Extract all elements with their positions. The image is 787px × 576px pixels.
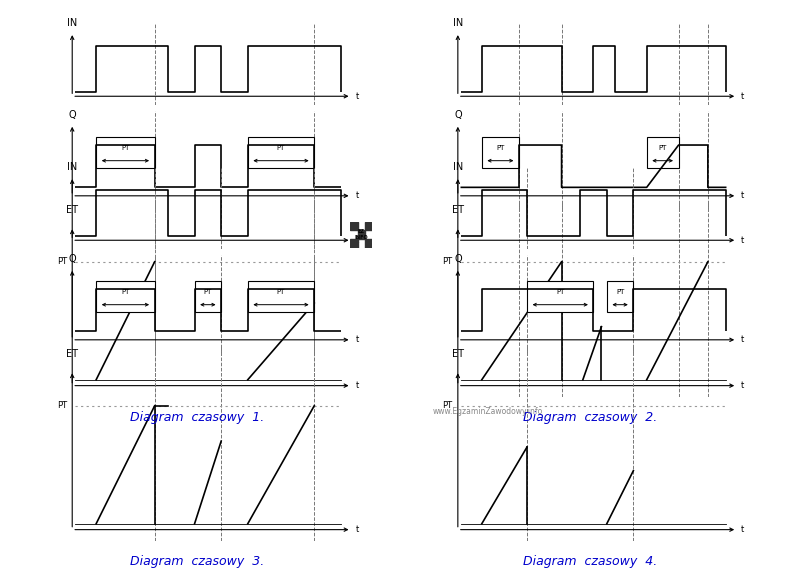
Text: PT: PT <box>57 401 67 410</box>
Text: PT: PT <box>121 289 130 295</box>
Text: IN: IN <box>67 18 77 28</box>
Text: t: t <box>741 92 745 101</box>
Text: Diagram  czasowy  3.: Diagram czasowy 3. <box>130 555 264 568</box>
Text: IN: IN <box>67 162 77 172</box>
Text: PT: PT <box>442 257 453 266</box>
Text: Q: Q <box>454 109 462 120</box>
Text: Diagram  czasowy  2.: Diagram czasowy 2. <box>523 411 657 424</box>
Text: PT: PT <box>57 257 67 266</box>
FancyBboxPatch shape <box>96 137 155 168</box>
Text: PT: PT <box>556 289 564 295</box>
Text: EZ
INFO: EZ INFO <box>354 229 368 240</box>
FancyBboxPatch shape <box>96 281 155 312</box>
Text: Diagram  czasowy  1.: Diagram czasowy 1. <box>130 411 264 424</box>
Text: t: t <box>356 236 359 245</box>
FancyBboxPatch shape <box>194 281 221 312</box>
Text: t: t <box>356 381 359 390</box>
Text: t: t <box>741 236 745 245</box>
FancyBboxPatch shape <box>527 281 593 312</box>
Bar <box>365 222 372 230</box>
Text: ET: ET <box>66 204 78 214</box>
Text: PT: PT <box>616 289 624 295</box>
Text: t: t <box>741 335 745 344</box>
Text: t: t <box>356 92 359 101</box>
Text: t: t <box>741 191 745 200</box>
Text: t: t <box>356 191 359 200</box>
Text: PT: PT <box>204 289 212 295</box>
Text: ET: ET <box>452 348 464 358</box>
Text: www.EgzaminZawodowy.info: www.EgzaminZawodowy.info <box>433 407 543 416</box>
Text: t: t <box>741 381 745 390</box>
Text: IN: IN <box>453 162 463 172</box>
Text: Diagram  czasowy  4.: Diagram czasowy 4. <box>523 555 657 568</box>
Text: PT: PT <box>659 145 667 151</box>
Text: PT: PT <box>277 145 285 151</box>
Text: ET: ET <box>66 348 78 358</box>
Text: Q: Q <box>68 253 76 264</box>
Text: t: t <box>356 335 359 344</box>
Bar <box>357 230 365 239</box>
Text: PT: PT <box>121 145 130 151</box>
Bar <box>365 239 372 248</box>
Text: t: t <box>741 525 745 534</box>
Text: IN: IN <box>453 18 463 28</box>
Text: Q: Q <box>68 109 76 120</box>
Text: ET: ET <box>452 204 464 214</box>
Text: Q: Q <box>454 253 462 264</box>
FancyBboxPatch shape <box>647 137 678 168</box>
FancyBboxPatch shape <box>482 137 519 168</box>
FancyBboxPatch shape <box>248 137 314 168</box>
Bar <box>350 239 357 248</box>
FancyBboxPatch shape <box>248 281 314 312</box>
FancyBboxPatch shape <box>607 281 634 312</box>
Bar <box>350 222 357 230</box>
Text: PT: PT <box>497 145 504 151</box>
Text: PT: PT <box>277 289 285 295</box>
Text: t: t <box>356 525 359 534</box>
Text: PT: PT <box>442 401 453 410</box>
